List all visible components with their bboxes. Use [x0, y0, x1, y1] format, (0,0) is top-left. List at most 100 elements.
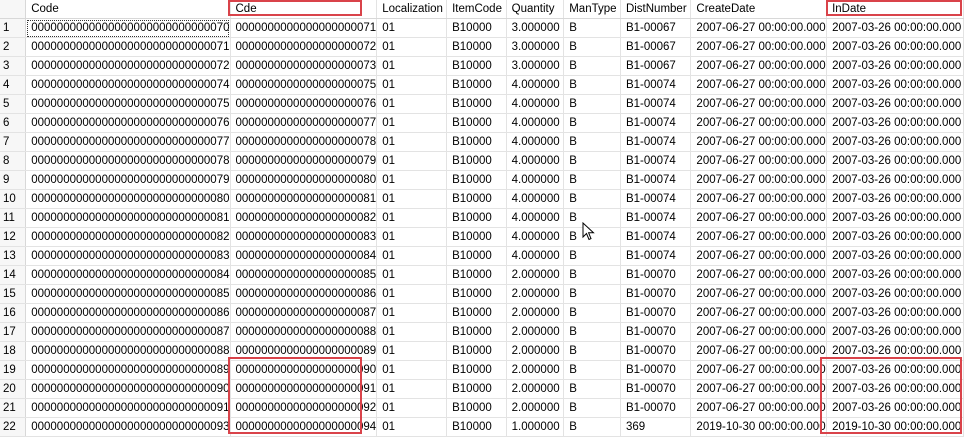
cell-code[interactable]: 0000000000000000000000000000081	[25, 208, 231, 228]
cell-createdate[interactable]: 2007-06-27 00:00:00.000	[690, 379, 828, 399]
table-row[interactable]: 11 0000000000000000000000000000081 0000000…	[0, 208, 964, 228]
cell-itemcode[interactable]: B10000	[446, 37, 507, 57]
cell-distnumber[interactable]: B1-00067	[620, 37, 692, 57]
cell-mantype[interactable]: B	[563, 379, 621, 399]
cell-code[interactable]: 0000000000000000000000000000078	[25, 151, 231, 171]
cell-distnumber[interactable]: B1-00074	[620, 94, 692, 114]
table-row[interactable]: 7 0000000000000000000000000000077 00000000…	[0, 132, 964, 152]
cell-mantype[interactable]: B	[563, 398, 621, 418]
cell-quantity[interactable]: 1.000000	[506, 417, 565, 437]
table-row[interactable]: 13 0000000000000000000000000000083 0000000…	[0, 246, 964, 266]
cell-mantype[interactable]: B	[563, 94, 621, 114]
cell-mantype[interactable]: B	[563, 151, 621, 171]
cell-quantity[interactable]: 3.000000	[506, 56, 565, 76]
cell-localization[interactable]: 01	[376, 303, 448, 323]
cell-localization[interactable]: 01	[376, 398, 448, 418]
column-header-cde[interactable]: Cde	[230, 0, 378, 19]
cell-quantity[interactable]: 2.000000	[506, 398, 565, 418]
row-number-cell[interactable]: 6	[0, 113, 27, 133]
cell-distnumber[interactable]: B1-00074	[620, 132, 692, 152]
cell-distnumber[interactable]: B1-00070	[620, 322, 692, 342]
cell-distnumber[interactable]: 369	[620, 417, 692, 437]
cell-code[interactable]: 0000000000000000000000000000091	[25, 398, 231, 418]
cell-indate[interactable]: 2007-03-26 00:00:00.000	[826, 189, 964, 209]
cell-cde[interactable]: 0000000000000000000081	[230, 189, 378, 209]
cell-itemcode[interactable]: B10000	[446, 322, 507, 342]
cell-code[interactable]: 0000000000000000000000000000079	[25, 170, 231, 190]
cell-code[interactable]: 0000000000000000000000000000070	[25, 18, 231, 38]
cell-quantity[interactable]: 2.000000	[506, 360, 565, 380]
row-number-cell[interactable]: 15	[0, 284, 27, 304]
table-row[interactable]: 10 0000000000000000000000000000080 0000000…	[0, 189, 964, 209]
cell-indate[interactable]: 2007-03-26 00:00:00.000	[826, 246, 964, 266]
cell-quantity[interactable]: 4.000000	[506, 208, 565, 228]
cell-distnumber[interactable]: B1-00070	[620, 379, 692, 399]
cell-createdate[interactable]: 2007-06-27 00:00:00.000	[690, 56, 828, 76]
cell-createdate[interactable]: 2007-06-27 00:00:00.000	[690, 284, 828, 304]
cell-itemcode[interactable]: B10000	[446, 265, 507, 285]
cell-code[interactable]: 0000000000000000000000000000089	[25, 360, 231, 380]
cell-indate[interactable]: 2007-03-26 00:00:00.000	[826, 151, 964, 171]
cell-cde[interactable]: 0000000000000000000094	[230, 417, 378, 437]
cell-code[interactable]: 0000000000000000000000000000085	[25, 284, 231, 304]
cell-mantype[interactable]: B	[563, 284, 621, 304]
column-header-mantype[interactable]: ManType	[563, 0, 621, 19]
cell-quantity[interactable]: 2.000000	[506, 322, 565, 342]
cell-localization[interactable]: 01	[376, 208, 448, 228]
cell-cde[interactable]: 0000000000000000000073	[230, 56, 378, 76]
table-row[interactable]: 12 0000000000000000000000000000082 0000000…	[0, 227, 964, 247]
table-row[interactable]: 17 0000000000000000000000000000087 0000000…	[0, 322, 964, 342]
cell-indate[interactable]: 2007-03-26 00:00:00.000	[826, 132, 964, 152]
cell-code[interactable]: 0000000000000000000000000000077	[25, 132, 231, 152]
table-row[interactable]: 19 0000000000000000000000000000089 0000000…	[0, 360, 964, 380]
cell-cde[interactable]: 0000000000000000000077	[230, 113, 378, 133]
row-number-cell[interactable]: 5	[0, 94, 27, 114]
cell-indate[interactable]: 2007-03-26 00:00:00.000	[826, 113, 964, 133]
cell-mantype[interactable]: B	[563, 246, 621, 266]
corner-cell[interactable]	[0, 0, 27, 19]
cell-createdate[interactable]: 2007-06-27 00:00:00.000	[690, 341, 828, 361]
cell-mantype[interactable]: B	[563, 265, 621, 285]
cell-mantype[interactable]: B	[563, 75, 621, 95]
cell-localization[interactable]: 01	[376, 75, 448, 95]
cell-quantity[interactable]: 4.000000	[506, 246, 565, 266]
row-number-cell[interactable]: 19	[0, 360, 27, 380]
cell-cde[interactable]: 0000000000000000000076	[230, 94, 378, 114]
cell-createdate[interactable]: 2007-06-27 00:00:00.000	[690, 132, 828, 152]
cell-itemcode[interactable]: B10000	[446, 113, 507, 133]
cell-mantype[interactable]: B	[563, 189, 621, 209]
cell-distnumber[interactable]: B1-00070	[620, 284, 692, 304]
cell-createdate[interactable]: 2007-06-27 00:00:00.000	[690, 113, 828, 133]
cell-itemcode[interactable]: B10000	[446, 56, 507, 76]
table-row[interactable]: 21 0000000000000000000000000000091 0000000…	[0, 398, 964, 418]
cell-createdate[interactable]: 2007-06-27 00:00:00.000	[690, 75, 828, 95]
cell-itemcode[interactable]: B10000	[446, 303, 507, 323]
cell-distnumber[interactable]: B1-00074	[620, 113, 692, 133]
cell-distnumber[interactable]: B1-00074	[620, 75, 692, 95]
column-header-localization[interactable]: Localization	[376, 0, 448, 19]
cell-localization[interactable]: 01	[376, 56, 448, 76]
cell-indate[interactable]: 2007-03-26 00:00:00.000	[826, 379, 964, 399]
cell-localization[interactable]: 01	[376, 18, 448, 38]
cell-code[interactable]: 0000000000000000000000000000072	[25, 56, 231, 76]
cell-quantity[interactable]: 4.000000	[506, 151, 565, 171]
cell-itemcode[interactable]: B10000	[446, 227, 507, 247]
table-row[interactable]: 8 0000000000000000000000000000078 00000000…	[0, 151, 964, 171]
cell-code[interactable]: 0000000000000000000000000000093	[25, 417, 231, 437]
cell-mantype[interactable]: B	[563, 227, 621, 247]
cell-code[interactable]: 0000000000000000000000000000088	[25, 341, 231, 361]
cell-quantity[interactable]: 4.000000	[506, 227, 565, 247]
cell-itemcode[interactable]: B10000	[446, 208, 507, 228]
row-number-cell[interactable]: 21	[0, 398, 27, 418]
cell-createdate[interactable]: 2007-06-27 00:00:00.000	[690, 189, 828, 209]
column-header-indate[interactable]: InDate	[826, 0, 964, 19]
column-header-distnumber[interactable]: DistNumber	[620, 0, 692, 19]
cell-createdate[interactable]: 2007-06-27 00:00:00.000	[690, 227, 828, 247]
cell-distnumber[interactable]: B1-00074	[620, 246, 692, 266]
cell-itemcode[interactable]: B10000	[446, 94, 507, 114]
cell-mantype[interactable]: B	[563, 360, 621, 380]
table-row[interactable]: 20 0000000000000000000000000000090 0000000…	[0, 379, 964, 399]
cell-localization[interactable]: 01	[376, 322, 448, 342]
cell-localization[interactable]: 01	[376, 284, 448, 304]
cell-quantity[interactable]: 4.000000	[506, 94, 565, 114]
